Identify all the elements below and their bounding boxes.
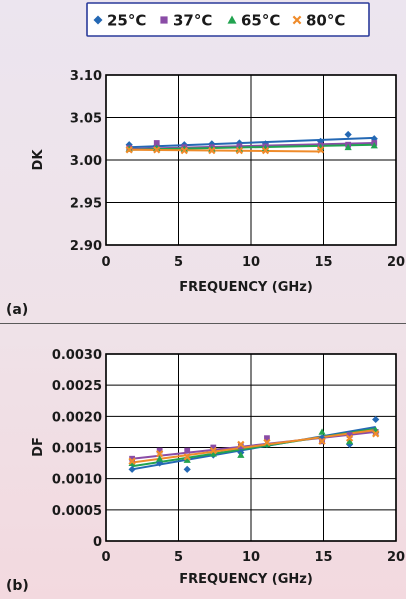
data-point-80c <box>235 146 244 155</box>
x-axis-title: FREQUENCY (GHz) <box>179 280 313 295</box>
x-tick-label: 5 <box>174 550 183 565</box>
y-tick-label: 2.90 <box>70 239 102 254</box>
data-point-25c <box>318 434 326 442</box>
data-point-80c <box>263 438 271 447</box>
y-tick-label: 0 <box>93 535 102 550</box>
legend-marker-25c <box>93 15 103 25</box>
data-point-65c <box>237 451 245 458</box>
data-point-80c <box>237 440 245 449</box>
data-point-25c <box>128 465 136 473</box>
legend-label-37c: 37°C <box>173 12 212 30</box>
legend-label-65c: 65°C <box>241 12 280 30</box>
legend-marker-80c <box>292 15 302 25</box>
legend-label-25c: 25°C <box>107 12 146 30</box>
data-point-65c <box>318 428 326 435</box>
data-point-25c <box>372 415 380 424</box>
data-point-80c <box>183 453 191 461</box>
x-tick-label: 5 <box>174 255 183 270</box>
fit-line-80c <box>129 148 321 153</box>
data-point-65c <box>183 456 191 463</box>
data-point-80c <box>208 146 216 155</box>
data-point-25c <box>344 130 352 139</box>
y-tick-label: 3.10 <box>70 69 102 84</box>
data-point-37c <box>156 447 163 454</box>
x-tick-label: 10 <box>242 550 260 565</box>
legend-label-80c: 80°C <box>306 12 345 30</box>
y-tick-label: 0.0015 <box>52 442 102 457</box>
chart-panel-b: 0 5 10 15 20 0 0.0005 0.0010 0.0015 0.0020 0.0025 0… <box>6 348 405 594</box>
y-tick-label: 0.0025 <box>52 379 102 394</box>
x-axis-title: FREQUENCY (GHz) <box>179 572 313 587</box>
data-point-37c <box>184 447 191 454</box>
legend-marker-65c <box>227 15 237 24</box>
data-point-65c <box>344 143 352 151</box>
data-point-80c <box>209 446 217 455</box>
data-point-37c <box>153 140 160 146</box>
fit-line-25c <box>129 136 375 149</box>
data-point-80c <box>153 146 161 154</box>
y-tick-label: 0.0010 <box>52 473 102 488</box>
x-tick-label: 10 <box>242 255 260 270</box>
data-point-25c <box>317 137 325 145</box>
data-point-65c <box>370 141 378 149</box>
y-tick-label: 0.0005 <box>52 504 102 519</box>
legend-marker-37c <box>160 16 168 24</box>
data-point-80c <box>345 434 354 442</box>
y-tick-label: 0.0030 <box>52 348 102 363</box>
data-point-80c <box>261 146 270 155</box>
y-axis-title: DF <box>31 437 46 457</box>
data-point-80c <box>128 457 136 465</box>
legend: 25°C 37°C 65°C 80°C <box>86 2 370 37</box>
y-tick-label: 3.00 <box>70 154 102 169</box>
y-axis-title: DK <box>31 149 46 171</box>
x-tick-label: 15 <box>314 550 332 565</box>
data-point-37c <box>210 444 217 451</box>
data-point-65c <box>209 450 217 457</box>
x-tick-label: 0 <box>101 255 110 270</box>
plot-frame <box>105 74 397 246</box>
legend-box <box>86 2 370 37</box>
panel-label: (a) <box>6 302 28 318</box>
data-point-65c <box>346 437 354 445</box>
y-tick-label: 0.0020 <box>52 410 102 425</box>
x-tick-label: 20 <box>387 550 405 565</box>
data-point-37c <box>237 443 244 450</box>
plot-frame <box>105 353 397 542</box>
data-point-25c <box>183 465 191 473</box>
data-point-37c <box>264 435 270 442</box>
data-point-80c <box>125 146 133 154</box>
data-point-80c <box>155 450 164 458</box>
x-tick-label: 15 <box>314 255 332 270</box>
data-point-80c <box>180 146 188 155</box>
chart-panel-a: 0 5 10 15 20 2.90 2.95 3.00 3.05 3.10 FREQUENCY (G… <box>6 69 405 318</box>
data-point-25c <box>156 459 164 467</box>
y-tick-label: 2.95 <box>70 197 102 212</box>
x-tick-label: 20 <box>387 255 405 270</box>
legend-items: 25°C 37°C 65°C 80°C <box>93 12 345 30</box>
panel-label: (b) <box>6 578 29 594</box>
data-point-37c <box>129 455 135 462</box>
data-point-37c <box>346 432 353 438</box>
data-point-25c <box>346 440 354 448</box>
data-point-80c <box>316 146 325 154</box>
fit-line-80c <box>131 429 376 464</box>
y-tick-label: 3.05 <box>70 112 102 127</box>
fit-line-65c <box>129 143 375 151</box>
data-point-65c <box>156 455 164 462</box>
x-tick-label: 0 <box>101 550 110 565</box>
data-point-80c <box>372 430 380 438</box>
data-point-80c <box>318 437 326 445</box>
